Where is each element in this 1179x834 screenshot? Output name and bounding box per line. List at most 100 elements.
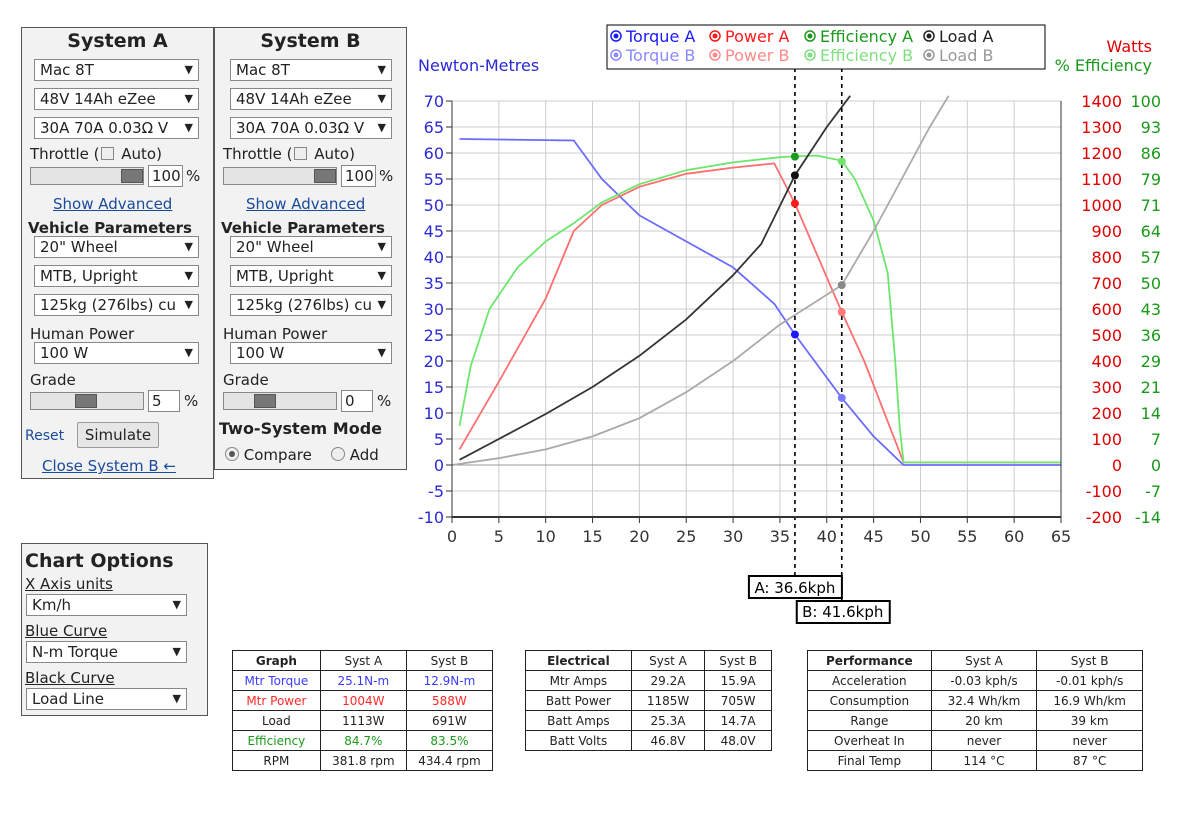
efficiency-tick-label: -7	[1145, 482, 1161, 501]
add-radio[interactable]	[331, 447, 345, 461]
grade-input-a[interactable]: 5	[148, 390, 180, 412]
human-power-select-a[interactable]: 100 W ▼	[34, 342, 199, 364]
slider-thumb[interactable]	[254, 394, 276, 408]
weight-select-a[interactable]: 125kg (276lbs) cu ▼	[34, 294, 199, 316]
table-row: Mtr Torque 25.1N-m 12.9N-m	[232, 670, 494, 691]
motor-select-b[interactable]: Mac 8T ▼	[230, 59, 392, 81]
x-tick-label: 5	[494, 527, 504, 546]
battery-select-b[interactable]: 48V 14Ah eZee ▼	[230, 88, 392, 110]
grade-input-b[interactable]: 0	[341, 390, 373, 412]
chevron-down-icon: ▼	[377, 240, 386, 253]
motor-select-b-value: Mac 8T	[236, 61, 290, 79]
y-tick-label: 30	[424, 300, 444, 319]
grade-slider-a[interactable]	[30, 392, 144, 410]
human-power-select-b[interactable]: 100 W ▼	[230, 342, 392, 364]
grade-slider-b[interactable]	[223, 392, 337, 410]
throttle-slider-a[interactable]	[30, 167, 144, 185]
performance-table-cell: -0.03 kph/s	[930, 670, 1038, 691]
curve-load-a	[459, 95, 851, 461]
y-tick-label: 0	[434, 456, 444, 475]
auto-text-b: Auto)	[314, 145, 355, 163]
auto-throttle-checkbox-a[interactable]	[101, 147, 115, 160]
throttle-slider-b[interactable]	[223, 167, 337, 185]
table-row: Consumption 32.4 Wh/km 16.9 Wh/km	[807, 690, 1143, 711]
auto-throttle-checkbox-b[interactable]	[294, 147, 308, 160]
blue-curve-select[interactable]: N-m Torque ▼	[26, 641, 187, 663]
graph-table-row-label: RPM	[232, 750, 321, 771]
compare-radio-option[interactable]: Compare	[225, 446, 312, 464]
add-radio-option[interactable]: Add	[331, 446, 379, 464]
table-row: RPM 381.8 rpm 434.4 rpm	[232, 750, 494, 771]
battery-select-a-value: 48V 14Ah eZee	[40, 90, 156, 108]
frame-select-a[interactable]: MTB, Upright ▼	[34, 265, 199, 287]
slider-thumb[interactable]	[314, 169, 336, 183]
efficiency-tick-label: 14	[1141, 404, 1161, 423]
throttle-text-b: Throttle (	[223, 145, 293, 163]
performance-table-cell: 20 km	[930, 710, 1038, 731]
system-b-panel: System B Mac 8T ▼ 48V 14Ah eZee ▼ 30A 70A …	[214, 27, 407, 470]
legend-item-label: Efficiency B	[820, 46, 913, 65]
legend-icon-dot	[926, 33, 932, 39]
x-tick-label: 15	[582, 527, 602, 546]
table-row: Acceleration -0.03 kph/s -0.01 kph/s	[807, 670, 1143, 691]
motor-select-a[interactable]: Mac 8T ▼	[34, 59, 199, 81]
performance-table-cell: -0.01 kph/s	[1036, 670, 1143, 691]
throttle-input-a[interactable]: 100	[148, 165, 183, 187]
y-tick-label: 20	[424, 352, 444, 371]
y-tick-label: 70	[424, 92, 444, 111]
graph-table-header: Graph	[232, 650, 321, 671]
legend-box	[606, 24, 1046, 70]
graph-table-cell: 83.5%	[405, 730, 494, 751]
compare-radio[interactable]	[225, 447, 239, 461]
electrical-table-header: Syst A	[630, 650, 706, 671]
x-tick-label: 45	[863, 527, 883, 546]
show-advanced-link-a[interactable]: Show Advanced	[53, 195, 173, 213]
performance-table-row-label: Range	[807, 710, 932, 731]
simulate-button[interactable]: Simulate	[77, 422, 159, 448]
performance-table-cell: 16.9 Wh/km	[1036, 690, 1143, 711]
weight-select-b[interactable]: 125kg (276lbs) cu ▼	[230, 294, 392, 316]
electrical-table-cell: 15.9A	[704, 670, 772, 691]
frame-select-b[interactable]: MTB, Upright ▼	[230, 265, 392, 287]
close-system-b-link[interactable]: Close System B ←	[42, 457, 176, 475]
chevron-down-icon: ▼	[184, 346, 193, 359]
table-row: Overheat In never never	[807, 730, 1143, 751]
legend-item-label: Torque A	[625, 27, 695, 46]
wheel-select-b[interactable]: 20" Wheel ▼	[230, 236, 392, 258]
chevron-down-icon: ▼	[184, 63, 193, 76]
reset-link-a[interactable]: Reset	[25, 428, 65, 444]
slider-thumb[interactable]	[75, 394, 97, 408]
graph-table-cell: 691W	[405, 710, 494, 731]
watts-tick-label: -100	[1086, 482, 1122, 501]
chevron-down-icon: ▼	[377, 346, 386, 359]
electrical-table-header: Syst B	[704, 650, 772, 671]
watts-tick-label: 1400	[1081, 92, 1122, 111]
watts-tick-label: 900	[1091, 222, 1122, 241]
efficiency-tick-label: 36	[1141, 326, 1161, 345]
x-axis-units-value: Km/h	[32, 596, 72, 614]
efficiency-tick-label: 21	[1141, 378, 1161, 397]
graph-table-cell: 25.1N-m	[319, 670, 407, 691]
black-curve-select[interactable]: Load Line ▼	[26, 688, 187, 710]
human-power-label-b: Human Power	[223, 325, 328, 343]
controller-select-b[interactable]: 30A 70A 0.03Ω V ▼	[230, 117, 392, 139]
curve-power	[458, 162, 1061, 464]
human-power-select-b-value: 100 W	[236, 344, 285, 362]
controller-select-a[interactable]: 30A 70A 0.03Ω V ▼	[34, 117, 199, 139]
graph-table-cell: 1004W	[319, 690, 407, 711]
graph-table-row-label: Mtr Power	[232, 690, 321, 711]
y-tick-label: 15	[424, 378, 444, 397]
show-advanced-link-b[interactable]: Show Advanced	[246, 195, 366, 213]
performance-table-cell: 32.4 Wh/km	[930, 690, 1038, 711]
legend-icon-dot	[926, 52, 932, 58]
throttle-input-b[interactable]: 100	[341, 165, 376, 187]
wheel-select-a[interactable]: 20" Wheel ▼	[34, 236, 199, 258]
wheel-select-b-value: 20" Wheel	[236, 238, 314, 256]
battery-select-a[interactable]: 48V 14Ah eZee ▼	[34, 88, 199, 110]
slider-thumb[interactable]	[121, 169, 143, 183]
y-tick-label: 5	[434, 430, 444, 449]
y-tick-label: 55	[424, 170, 444, 189]
throttle-unit-b: %	[379, 167, 394, 185]
system-b-title: System B	[260, 30, 361, 52]
x-axis-units-select[interactable]: Km/h ▼	[26, 594, 187, 616]
